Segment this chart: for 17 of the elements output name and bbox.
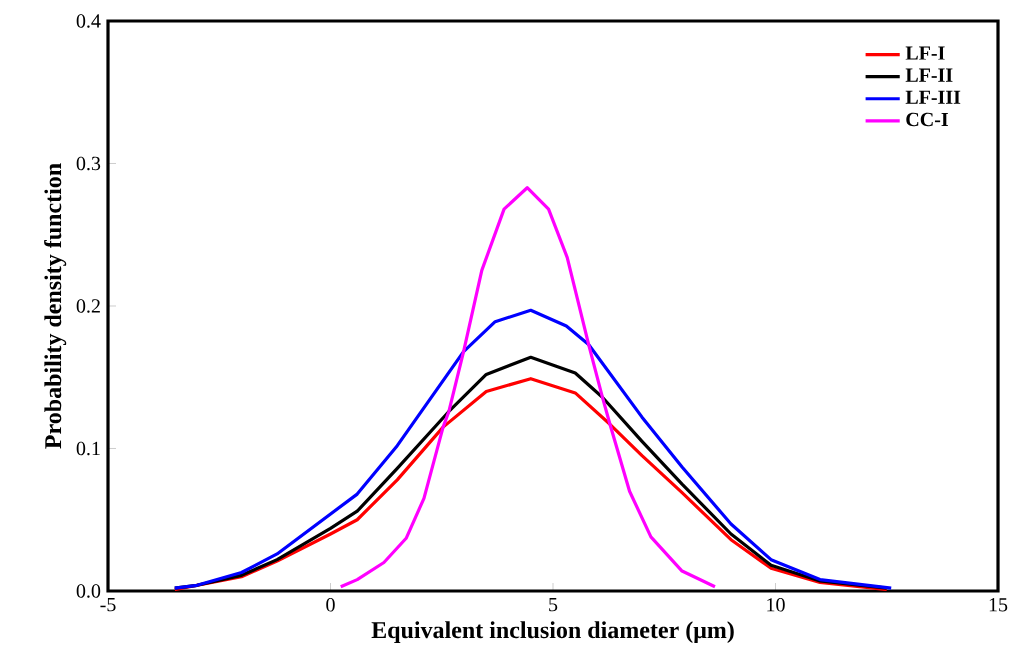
legend-label: LF-III xyxy=(905,90,961,104)
y-tick-label: 0.1 xyxy=(76,441,100,456)
x-tick-label: 15 xyxy=(989,598,1008,612)
y-tick-label: 0.0 xyxy=(76,584,101,598)
x-tick-label: 0 xyxy=(326,598,335,612)
legend-label: LF-II xyxy=(905,68,953,82)
x-tick-label: 10 xyxy=(767,598,785,612)
y-tick-label: 0.3 xyxy=(76,156,101,171)
y-axis-title: Probability density function xyxy=(44,163,67,449)
x-tick-label: -5 xyxy=(100,598,116,612)
y-tick-label: 0.2 xyxy=(76,299,100,313)
line-series xyxy=(339,186,717,589)
legend-label: CC-I xyxy=(906,112,948,127)
legend-label: LF-I xyxy=(905,46,945,60)
y-tick-label: 0.4 xyxy=(76,14,101,28)
x-tick-label: 5 xyxy=(549,598,558,612)
x-axis-title: Equivalent inclusion diameter (μm) xyxy=(371,621,734,644)
